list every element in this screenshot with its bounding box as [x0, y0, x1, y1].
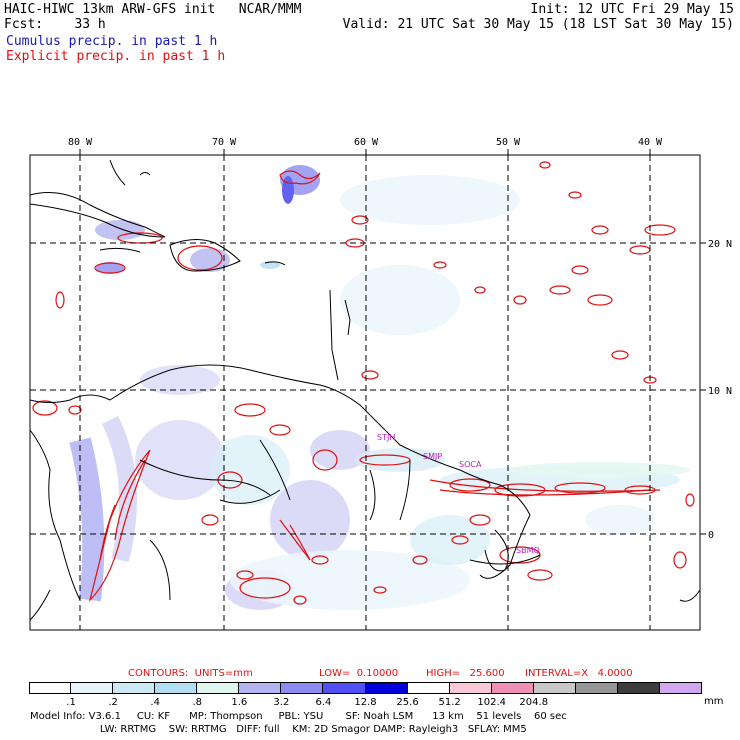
- lat-label-10n: 10 N: [708, 386, 732, 397]
- colorbar-tick-label: 25.6: [396, 697, 419, 708]
- cumulus-precip-shading: [69, 165, 690, 610]
- colorbar-unit: mm: [704, 696, 724, 707]
- explicit-precip-contours: [32, 161, 695, 605]
- station-label-soca: SOCA: [459, 460, 482, 469]
- colorbar-swatch: [617, 682, 660, 694]
- map-title: HAIC-HIWC 13km ARW-GFS init NCAR/MMM: [4, 2, 302, 17]
- colorbar-swatch: [491, 682, 534, 694]
- map-frame: [29, 154, 701, 631]
- latlon-grid: [30, 155, 700, 630]
- forecast-hour: Fcst: 33 h: [4, 17, 106, 32]
- lat-label-0: 0: [708, 530, 714, 541]
- contours-high: HIGH= 25.600: [426, 668, 505, 679]
- coastlines: [29, 159, 701, 621]
- colorbar-swatch: [533, 682, 576, 694]
- lon-label-50w: 50 W: [496, 137, 521, 148]
- colorbar-tick-label: 51.2: [438, 697, 461, 708]
- colorbar-tick-label: 1.6: [231, 697, 248, 708]
- colorbar-swatch: [71, 682, 114, 694]
- colorbar-tick-label: 12.8: [354, 697, 377, 708]
- contours-units: CONTOURS: UNITS=mm: [128, 668, 253, 679]
- explicit-legend-label: Explicit precip. in past 1 h: [6, 49, 226, 64]
- lon-label-40w: 40 W: [638, 137, 663, 148]
- colorbar-tick-label: 3.2: [273, 697, 290, 708]
- init-time: Init: 12 UTC Fri 29 May 15: [530, 2, 735, 17]
- colorbar-swatch: [365, 682, 408, 694]
- colorbar-tick-label: .4: [150, 697, 160, 708]
- cumulus-legend-label: Cumulus precip. in past 1 h: [6, 34, 218, 49]
- colorbar-swatch: [239, 682, 282, 694]
- colorbar-swatch: [197, 682, 240, 694]
- station-label-smjp: SMJP: [423, 452, 442, 461]
- model-info-line1: Model Info: V3.6.1 CU: KF MP: Thompson P…: [30, 711, 567, 722]
- station-label-stjh: STJH: [377, 433, 395, 442]
- colorbar-swatch: [113, 682, 156, 694]
- colorbar-swatch: [659, 682, 702, 694]
- colorbar-swatch: [407, 682, 450, 694]
- lon-label-80w: 80 W: [68, 137, 93, 148]
- lat-label-20n: 20 N: [708, 239, 732, 250]
- contours-low: LOW= 0.10000: [319, 668, 399, 679]
- colorbar-tick-label: 204.8: [519, 697, 549, 708]
- colorbar-swatch: [323, 682, 366, 694]
- colorbar-tick-label: 6.4: [315, 697, 332, 708]
- colorbar-tick-label: .2: [108, 697, 118, 708]
- lon-label-70w: 70 W: [212, 137, 237, 148]
- contours-info: CONTOURS: UNITS=mm LOW= 0.10000 HIGH= 25…: [0, 668, 740, 723]
- colorbar: [29, 682, 702, 694]
- station-label-sbmq: SBMQ: [516, 546, 540, 555]
- contours-interval: INTERVAL=X 4.0000: [525, 668, 633, 679]
- colorbar-swatch: [29, 682, 72, 694]
- lon-label-60w: 60 W: [354, 137, 379, 148]
- colorbar-swatch: [449, 682, 492, 694]
- colorbar-swatch: [281, 682, 324, 694]
- colorbar-tick-label: .1: [66, 697, 76, 708]
- colorbar-tick-label: .8: [192, 697, 203, 708]
- model-info-line2: LW: RRTMG SW: RRTMG DIFF: full KM: 2D Sm…: [30, 724, 527, 735]
- valid-time: Valid: 21 UTC Sat 30 May 15 (18 LST Sat …: [342, 17, 734, 32]
- axis-ticks: [79, 149, 706, 535]
- colorbar-tick-label: 102.4: [477, 697, 507, 708]
- colorbar-swatch: [155, 682, 198, 694]
- colorbar-swatch: [575, 682, 618, 694]
